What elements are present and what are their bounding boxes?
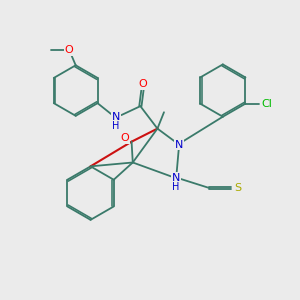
Text: O: O [121,133,129,143]
Text: H: H [112,121,120,131]
Text: Cl: Cl [262,99,273,109]
Text: O: O [65,45,74,55]
Text: S: S [234,183,241,193]
Text: N: N [175,140,183,150]
Text: O: O [138,79,147,89]
Text: H: H [172,182,180,192]
Text: N: N [172,173,180,183]
Text: N: N [112,112,120,122]
